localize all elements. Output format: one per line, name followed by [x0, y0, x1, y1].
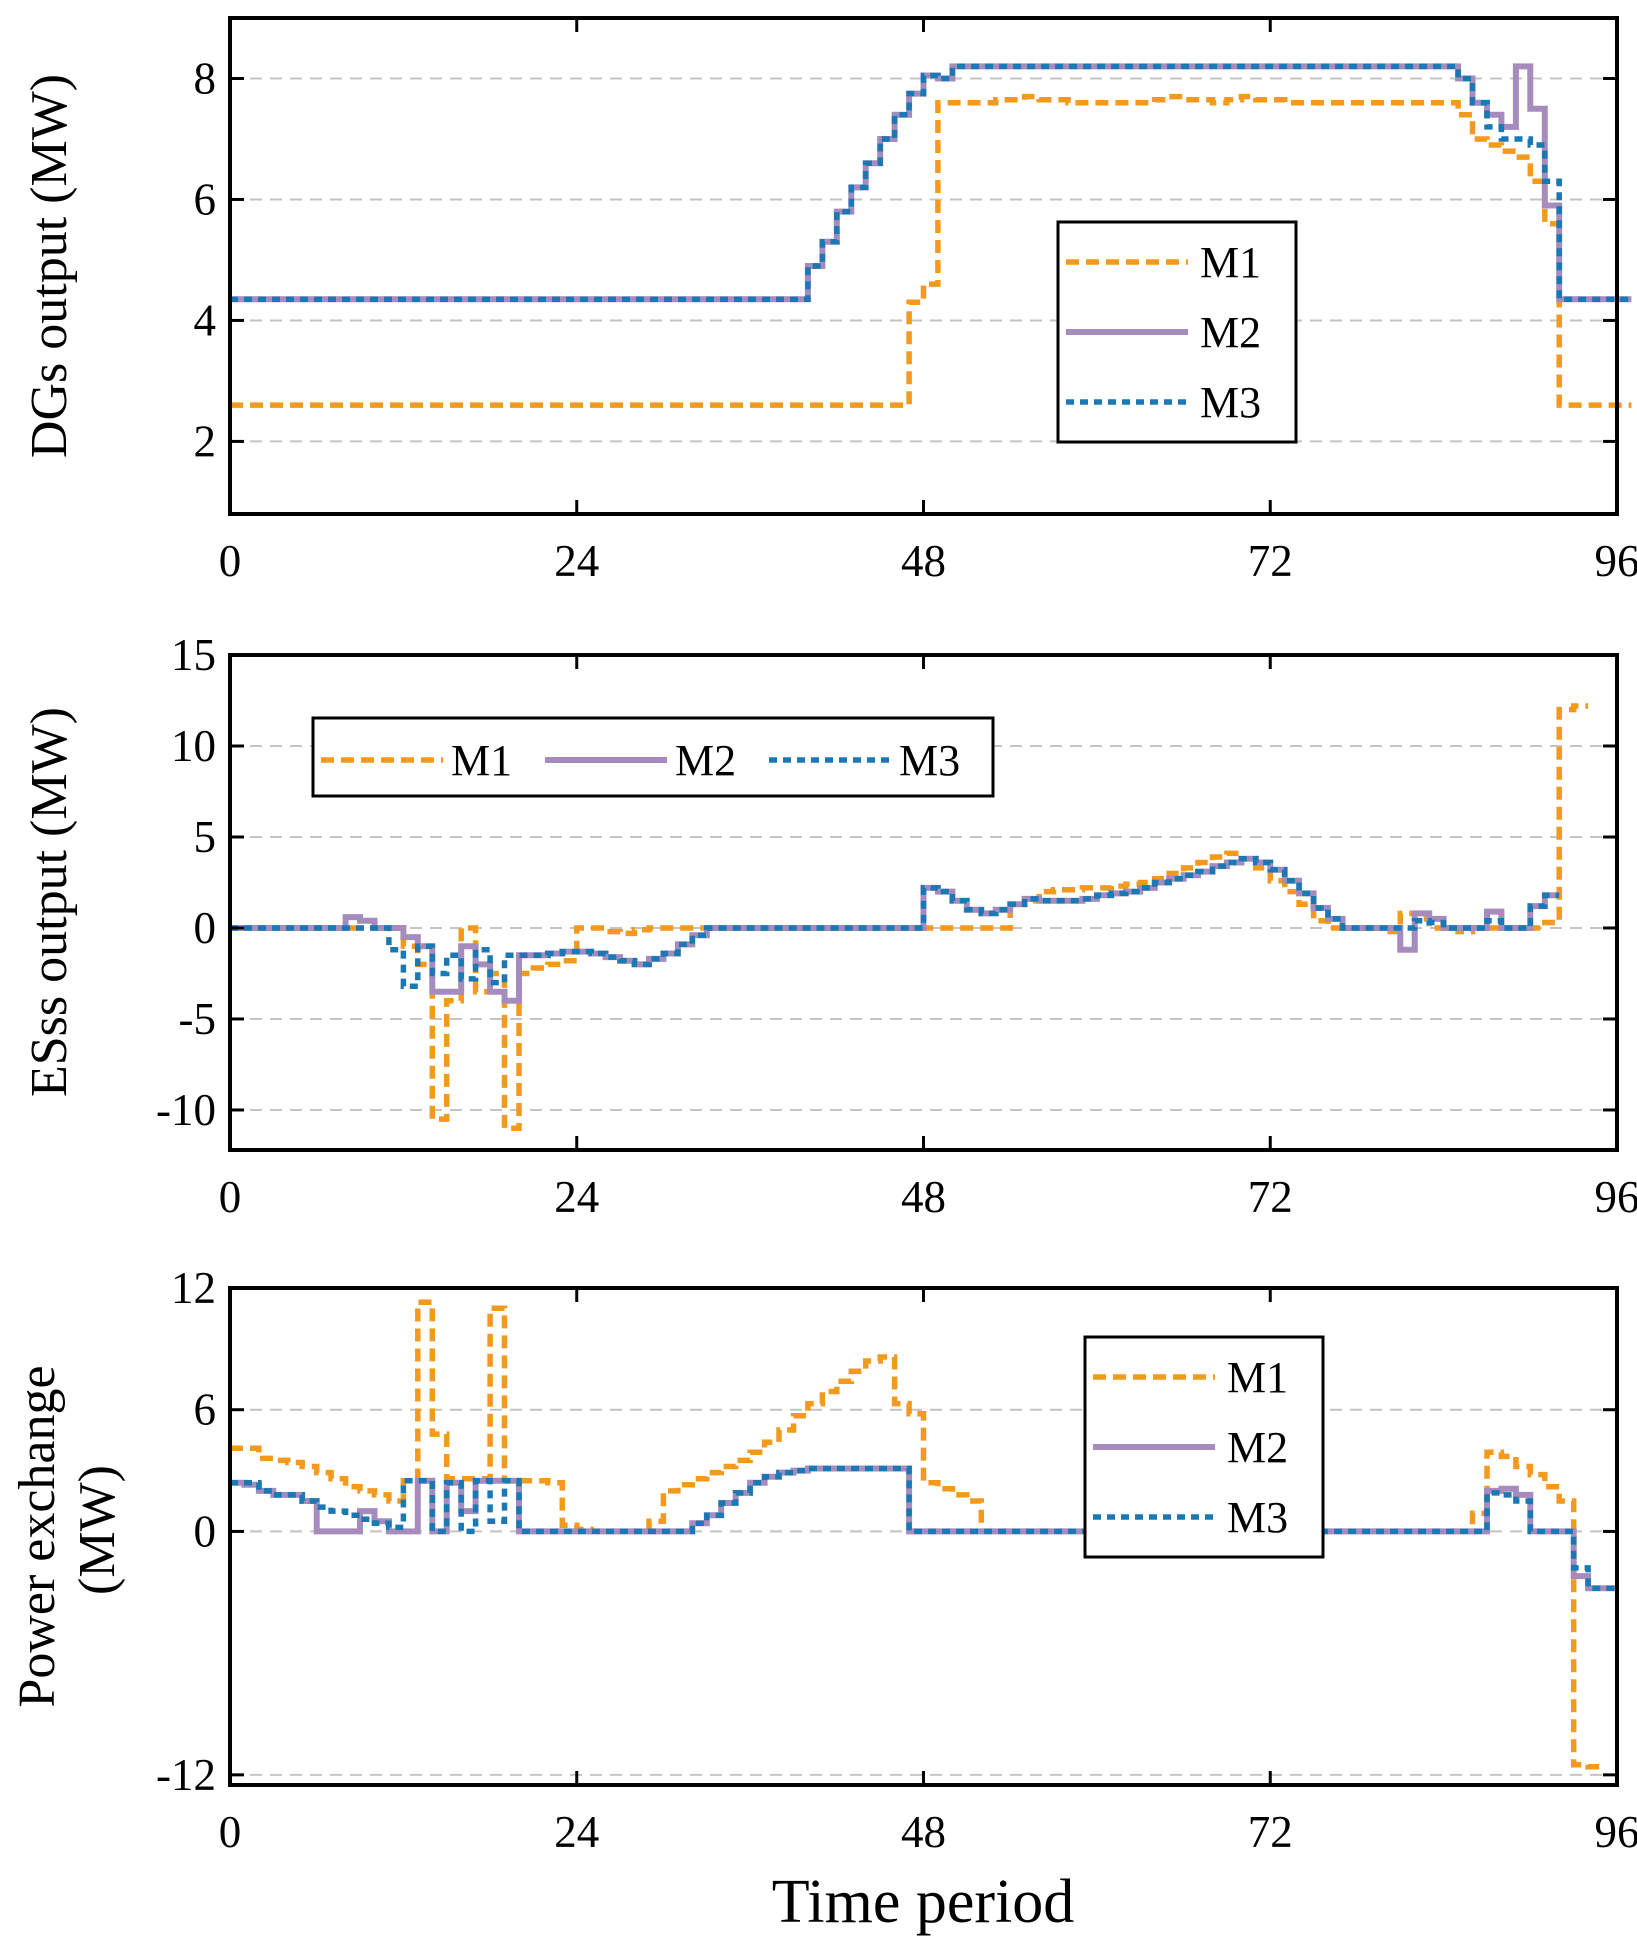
- y-tick-label: 12: [171, 1263, 216, 1313]
- grid-lines: [230, 77, 1617, 443]
- legend-label-m1: M1: [1200, 238, 1261, 287]
- y-axis-title: DGs output (MW): [21, 74, 78, 458]
- legend-label-m3: M3: [1227, 1493, 1288, 1542]
- x-tick-label: 96: [1595, 1172, 1637, 1222]
- legend-label-m2: M2: [675, 736, 736, 785]
- y-tick-label: 5: [194, 812, 217, 862]
- series-line-m2: [230, 1465, 1617, 1592]
- x-tick-label: 96: [1595, 1807, 1637, 1857]
- y-tick-label: 0: [194, 1506, 217, 1556]
- y-tick-label: 6: [194, 1385, 217, 1435]
- y-tick-label: 10: [171, 721, 216, 771]
- legend-label-m1: M1: [451, 736, 512, 785]
- series-lines: [230, 63, 1632, 408]
- y-axis-title-line-1: Power exchange: [9, 1365, 66, 1707]
- legend-label-m1: M1: [1227, 1353, 1288, 1402]
- x-tick-label: 24: [554, 1807, 599, 1857]
- legend-label-m2: M2: [1227, 1423, 1288, 1472]
- legend: M1 M2 M3: [1056, 220, 1298, 444]
- y-tick-label: -12: [156, 1750, 216, 1800]
- x-tick-label: 0: [219, 1807, 242, 1857]
- x-tick-label: 72: [1248, 1172, 1293, 1222]
- y-axis-title: ESss output (MW): [21, 707, 78, 1097]
- y-tick-label: 15: [171, 630, 216, 680]
- grid-lines: [230, 1408, 1617, 1776]
- y-axis-title: Power exchange (MW): [9, 1352, 126, 1707]
- x-tick-label: 72: [1248, 1807, 1293, 1857]
- legend-label-m3: M3: [899, 736, 960, 785]
- series-lines: [230, 1299, 1617, 1770]
- legend: M1 M2 M3: [1083, 1335, 1325, 1559]
- y-tick-label: 8: [194, 53, 217, 103]
- x-axis-title: Time period: [772, 1868, 1075, 1936]
- x-tick-label: 0: [219, 1172, 242, 1222]
- legend: M1 M2 M3: [311, 716, 995, 798]
- x-tick-label: 96: [1595, 536, 1637, 586]
- y-tick-label: 0: [194, 903, 217, 953]
- y-tick-label: 6: [194, 174, 217, 224]
- x-tick-label: 48: [901, 1172, 946, 1222]
- plot-frame: [228, 1286, 1619, 1787]
- series-lines: [230, 703, 1589, 1131]
- series-line-m2: [230, 855, 1560, 1004]
- axis-ticks: -10 -5 0 5 10 15 0 24 48 72 96: [156, 630, 1637, 1222]
- y-tick-label: 2: [194, 416, 217, 466]
- series-line-m1: [230, 1299, 1603, 1770]
- y-tick-label: -10: [156, 1085, 216, 1135]
- x-tick-label: 24: [554, 1172, 599, 1222]
- y-axis-title-line-2: (MW): [69, 1465, 126, 1595]
- x-tick-label: 24: [554, 536, 599, 586]
- series-line-m3: [230, 1465, 1617, 1591]
- series-line-m1: [230, 93, 1632, 408]
- ess-output-chart: -10 -5 0 5 10 15 0 24 48 72 96 ESss output (MW) M1…: [21, 630, 1637, 1222]
- series-line-m3: [230, 856, 1560, 989]
- x-tick-label: 48: [901, 1807, 946, 1857]
- x-tick-label: 72: [1248, 536, 1293, 586]
- legend-label-m2: M2: [1200, 308, 1261, 357]
- y-tick-label: -5: [179, 994, 217, 1044]
- legend-label-m3: M3: [1200, 378, 1261, 427]
- y-tick-label: 4: [194, 295, 217, 345]
- x-tick-label: 0: [219, 536, 242, 586]
- x-tick-label: 48: [901, 536, 946, 586]
- series-line-m3: [230, 63, 1632, 303]
